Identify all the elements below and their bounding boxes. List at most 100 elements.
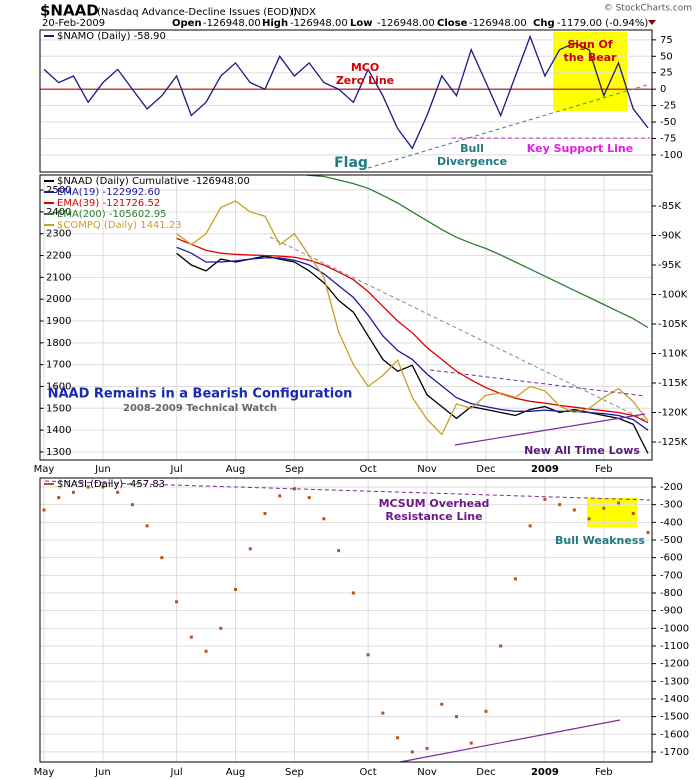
y2-tick-label: -90K (658, 230, 681, 241)
y-tick-label: -1500 (660, 712, 689, 723)
data-point (248, 547, 252, 551)
y-tick-label: -700 (660, 570, 683, 581)
x-tick-label: Feb (595, 767, 613, 778)
data-point (631, 512, 635, 515)
data-point (513, 577, 517, 581)
x-tick-label: Sep (285, 464, 304, 475)
annotation: Bull (460, 142, 484, 155)
y-tick-label: -50 (660, 117, 676, 128)
data-point (130, 503, 134, 507)
annotation: 2008-2009 Technical Watch (123, 403, 277, 414)
data-point (366, 653, 370, 657)
x-tick-label: Dec (476, 464, 495, 475)
data-point (396, 736, 400, 740)
data-point (351, 591, 355, 595)
annotation: Resistance Line (385, 510, 482, 523)
legend-label: $NASI (Daily) -457.83 (57, 479, 165, 490)
annotation: the Bear (563, 51, 617, 64)
y-tick-label: 50 (660, 51, 673, 62)
x-tick-label: Jun (94, 464, 111, 475)
y-tick-label: 2100 (46, 272, 71, 283)
x-tick-label: Dec (476, 767, 495, 778)
chg-value: -1179.00 (-0.94%) (557, 18, 648, 29)
trend-line (399, 719, 621, 763)
series-line (176, 246, 649, 431)
legend-label: EMA(39) -121726.52 (57, 198, 160, 209)
y2-tick-label: -85K (658, 201, 681, 212)
data-point (528, 524, 532, 528)
series-line (301, 175, 649, 329)
data-point (484, 709, 488, 713)
annotation: NAAD Remains in a Bearish Configuration (48, 387, 353, 402)
x-tick-label: 2009 (531, 464, 559, 475)
x-tick-label: Jul (170, 464, 183, 475)
legend-label: $NAAD (Daily) Cumulative -126948.00 (57, 176, 250, 187)
data-point (337, 549, 341, 553)
annotation: Sign Of (567, 38, 613, 51)
data-point (587, 517, 591, 521)
y2-tick-label: -105K (658, 319, 688, 330)
x-tick-label: May (34, 767, 55, 778)
data-point (278, 494, 282, 498)
y-tick-label: 2200 (46, 251, 71, 262)
annotation: New All Time Lows (524, 444, 640, 457)
data-point (410, 750, 414, 754)
y-tick-label: 1400 (46, 425, 71, 436)
data-point (145, 524, 149, 528)
data-point (175, 600, 179, 604)
x-tick-label: Jul (170, 767, 183, 778)
legend-label: $NAMO (Daily) -58.90 (57, 31, 166, 42)
y-tick-label: 75 (660, 35, 673, 46)
series-line (176, 252, 649, 454)
trend-line (44, 480, 651, 501)
plot-area (176, 175, 649, 454)
y-tick-label: -800 (660, 588, 683, 599)
data-point (86, 485, 90, 489)
low-label: Low (350, 18, 372, 29)
y-tick-label: -500 (660, 535, 683, 546)
x-tick-label: Feb (595, 464, 613, 475)
exchange: INDX (291, 7, 316, 18)
y-tick-label: 1800 (46, 338, 71, 349)
data-point (322, 517, 326, 521)
data-point (469, 741, 473, 745)
symbol: $NAAD (40, 2, 99, 20)
y-tick-label: -1700 (660, 747, 689, 758)
index-name: (Nasdaq Advance-Decline Issues (EOD)) (97, 7, 297, 18)
data-point (71, 490, 75, 494)
y-tick-label: -100 (660, 150, 683, 161)
y2-tick-label: -120K (658, 408, 688, 419)
panel-frame (39, 477, 653, 763)
annotation: MCO (351, 61, 379, 74)
y-tick-label: -600 (660, 553, 683, 564)
y-tick-label: -1200 (660, 659, 689, 670)
data-point (219, 626, 223, 630)
y-tick-label: 1300 (46, 447, 71, 458)
y2-tick-label: -110K (658, 348, 688, 359)
data-point (292, 487, 296, 491)
y-tick-label: -900 (660, 606, 683, 617)
y-tick-label: 2000 (46, 294, 71, 305)
annotation: Bull Weakness (555, 534, 645, 547)
y-tick-label: -75 (660, 133, 676, 144)
y-tick-label: 1700 (46, 360, 71, 371)
x-tick-label: May (34, 464, 55, 475)
data-point (189, 635, 193, 639)
data-point (646, 531, 650, 535)
y2-tick-label: -95K (658, 260, 681, 271)
x-tick-label: Nov (417, 767, 437, 778)
low-value: -126948.00 (377, 18, 435, 29)
date: 20-Feb-2009 (42, 18, 105, 29)
y-tick-label: 2400 (46, 207, 71, 218)
annotation: MCSUM Overhead (379, 497, 490, 510)
high-label: High (262, 18, 288, 29)
y-tick-label: -1300 (660, 676, 689, 687)
x-tick-label: Aug (226, 464, 246, 475)
high-value: -126948.00 (290, 18, 348, 29)
y-tick-label: 0 (660, 84, 666, 95)
y-tick-label: 1600 (46, 381, 71, 392)
y-tick-label: -1100 (660, 641, 689, 652)
y-tick-label: 25 (660, 68, 673, 79)
legend-label: $COMPQ (Daily) 1441.23 (57, 220, 182, 231)
legend-label: EMA(19) -122992.60 (57, 187, 160, 198)
